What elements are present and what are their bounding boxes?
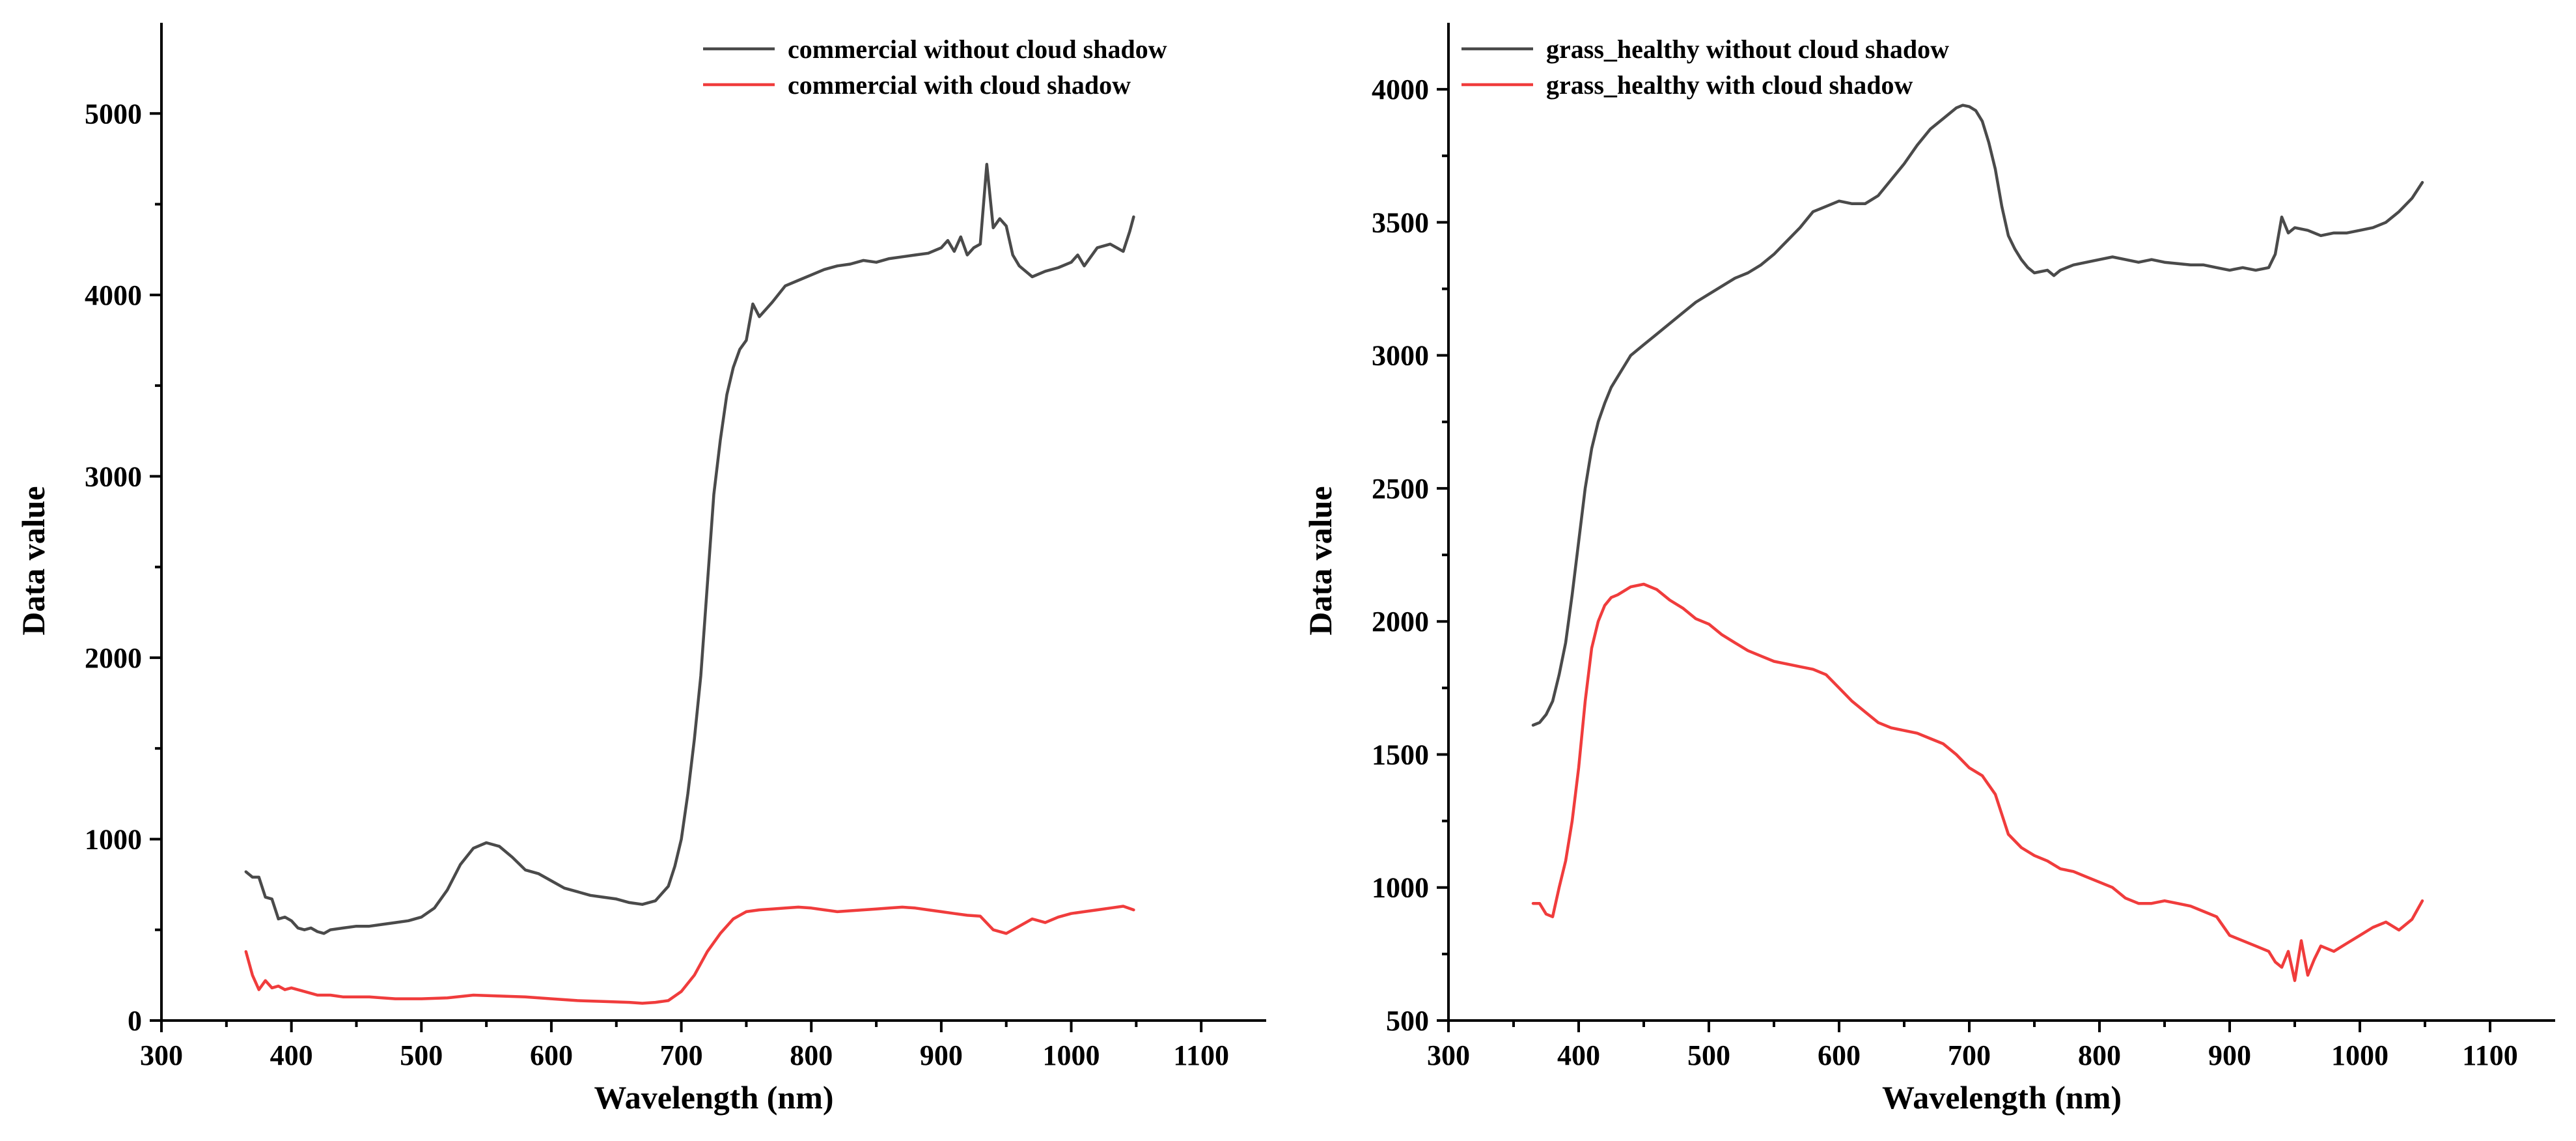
x-tick-label: 900 <box>920 1039 963 1071</box>
x-tick-label: 300 <box>1427 1039 1470 1071</box>
x-tick-label: 600 <box>530 1039 573 1071</box>
series-line-0 <box>244 163 1135 935</box>
y-tick-label: 500 <box>1386 1005 1429 1037</box>
x-tick-label: 800 <box>790 1039 833 1071</box>
series-layer <box>1531 104 2424 982</box>
ticks-layer: 300 400 500 600 700 800 900 1000 1100 500 1000 1500… <box>1372 74 2518 1071</box>
y-axis-title: Data value <box>1302 486 1338 635</box>
x-tick-label: 1000 <box>1043 1039 1100 1071</box>
series-line-1 <box>244 905 1135 1005</box>
y-tick-label: 3000 <box>1372 340 1429 372</box>
legend: grass_healthy without cloud shadow grass… <box>1461 35 1949 100</box>
x-tick-label: 1100 <box>1173 1039 1229 1071</box>
x-tick-label: 300 <box>140 1039 183 1071</box>
legend-label-grass-without-shadow: grass_healthy without cloud shadow <box>1546 35 1949 64</box>
series-line-0 <box>1531 104 2424 727</box>
y-tick-label: 4000 <box>85 279 142 311</box>
plot-frame <box>160 23 1266 1022</box>
x-tick-label: 700 <box>660 1039 703 1071</box>
x-tick-label: 500 <box>400 1039 443 1071</box>
x-tick-label: 600 <box>1818 1039 1861 1071</box>
y-tick-label: 4000 <box>1372 74 1429 106</box>
x-tick-label: 700 <box>1948 1039 1991 1071</box>
x-tick-label: 400 <box>1557 1039 1600 1071</box>
y-tick-label: 1500 <box>1372 739 1429 770</box>
plot-frame <box>1447 23 2555 1022</box>
legend-label-grass-with-shadow: grass_healthy with cloud shadow <box>1546 70 1913 100</box>
x-tick-label: 800 <box>2078 1039 2121 1071</box>
x-axis-title: Wavelength (nm) <box>594 1079 833 1116</box>
legend-label-commercial-with-shadow: commercial with cloud shadow <box>788 70 1131 100</box>
x-tick-label: 1100 <box>2462 1039 2518 1071</box>
x-tick-label: 900 <box>2208 1039 2251 1071</box>
y-tick-label: 2500 <box>1372 473 1429 505</box>
legend: commercial without cloud shadow commerci… <box>703 35 1167 100</box>
y-tick-label: 1000 <box>85 823 142 855</box>
legend-label-commercial-without-shadow: commercial without cloud shadow <box>788 35 1167 64</box>
x-tick-label: 1000 <box>2331 1039 2389 1071</box>
series-layer <box>244 163 1135 1005</box>
y-tick-label: 3500 <box>1372 206 1429 238</box>
x-tick-label: 400 <box>270 1039 313 1071</box>
series-line-1 <box>1531 582 2424 982</box>
x-tick-label: 500 <box>1687 1039 1730 1071</box>
y-tick-label: 2000 <box>1372 606 1429 638</box>
y-tick-label: 0 <box>128 1005 142 1037</box>
chart-panel-grass-healthy: 300 400 500 600 700 800 900 1000 1100 500 1000 1500… <box>1302 23 2555 1116</box>
y-tick-label: 2000 <box>85 642 142 674</box>
x-axis-title: Wavelength (nm) <box>1882 1079 2122 1116</box>
y-tick-label: 3000 <box>85 460 142 492</box>
ticks-layer: 300 400 500 600 700 800 900 1000 1100 0 1000 2000 30… <box>85 98 1229 1071</box>
y-axis-title: Data value <box>15 486 51 635</box>
y-tick-label: 1000 <box>1372 872 1429 904</box>
y-tick-label: 5000 <box>85 98 142 130</box>
chart-panel-commercial: 300 400 500 600 700 800 900 1000 1100 0 1000 2000 30… <box>15 23 1266 1116</box>
